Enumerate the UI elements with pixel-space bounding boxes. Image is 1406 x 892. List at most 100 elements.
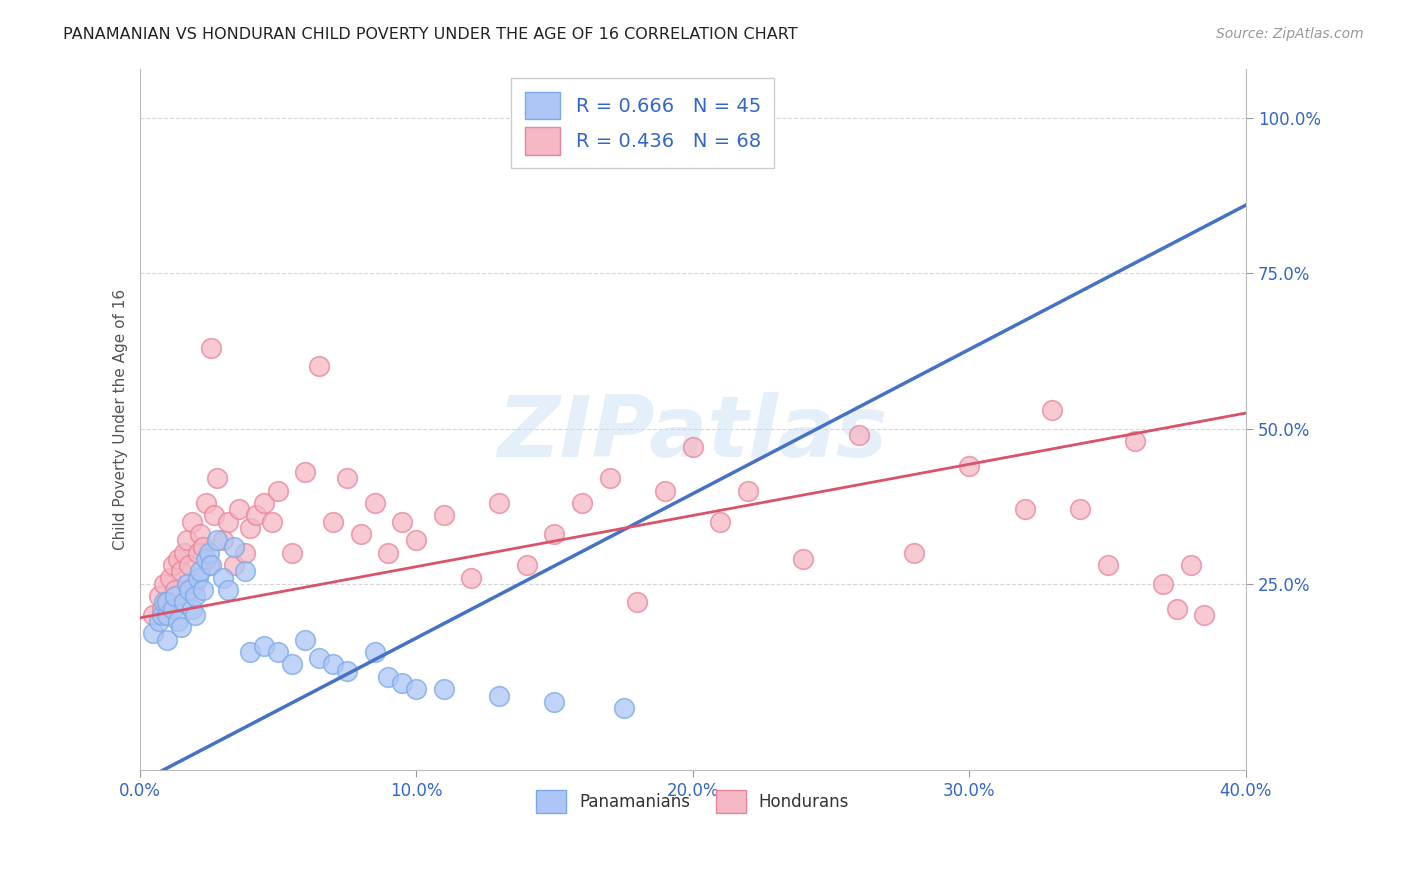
Point [1097,558,1119,573]
Point [179,582,201,597]
Point [170,620,193,634]
Point [165,589,187,603]
Point [191,582,214,597]
Legend: Panamanians, Hondurans: Panamanians, Hondurans [524,778,860,825]
Point [599,471,621,485]
Point [173,595,195,609]
Point [217,515,239,529]
Point [308,651,330,665]
Point [1040,403,1063,417]
Point [405,682,427,697]
Point [377,670,399,684]
Point [205,471,228,485]
Point [308,359,330,374]
Point [267,645,290,659]
Point [239,521,262,535]
Point [957,458,980,473]
Point [571,496,593,510]
Point [848,427,870,442]
Point [217,582,239,597]
Point [433,508,456,523]
Point [245,508,267,523]
Point [1152,576,1174,591]
Point [391,676,413,690]
Point [280,657,302,672]
Point [142,626,165,640]
Point [200,341,222,355]
Point [162,558,184,573]
Point [460,570,482,584]
Point [322,515,344,529]
Point [626,595,648,609]
Point [239,645,262,659]
Point [205,533,228,548]
Point [148,614,170,628]
Point [1014,502,1036,516]
Y-axis label: Child Poverty Under the Age of 16: Child Poverty Under the Age of 16 [114,289,128,549]
Point [363,496,385,510]
Point [233,546,256,560]
Point [654,483,676,498]
Point [173,546,195,560]
Point [197,558,219,573]
Point [737,483,759,498]
Point [336,471,359,485]
Point [543,695,565,709]
Point [903,546,925,560]
Point [1123,434,1146,448]
Point [194,552,217,566]
Point [322,657,344,672]
Point [668,142,690,156]
Point [211,570,233,584]
Point [184,607,207,622]
Text: PANAMANIAN VS HONDURAN CHILD POVERTY UNDER THE AGE OF 16 CORRELATION CHART: PANAMANIAN VS HONDURAN CHILD POVERTY UND… [63,27,797,42]
Point [516,558,538,573]
Point [488,496,510,510]
Point [1194,607,1216,622]
Point [488,689,510,703]
Point [150,601,173,615]
Point [613,701,636,715]
Point [294,465,316,479]
Point [228,502,250,516]
Point [191,540,214,554]
Point [184,589,207,603]
Point [709,515,731,529]
Point [377,546,399,560]
Point [405,533,427,548]
Point [153,595,176,609]
Point [153,576,176,591]
Point [682,440,704,454]
Point [156,632,179,647]
Point [162,601,184,615]
Point [190,565,212,579]
Point [792,552,814,566]
Point [194,496,217,510]
Point [222,540,245,554]
Point [165,582,187,597]
Point [211,533,233,548]
Point [233,565,256,579]
Point [202,508,225,523]
Point [184,576,207,591]
Point [159,570,181,584]
Point [1180,558,1202,573]
Point [294,632,316,647]
Point [363,645,385,659]
Text: ZIPatlas: ZIPatlas [498,392,887,475]
Point [280,546,302,560]
Point [187,546,209,560]
Point [150,607,173,622]
Point [176,533,198,548]
Point [262,515,284,529]
Point [267,483,290,498]
Point [197,546,219,560]
Point [190,527,212,541]
Point [167,614,190,628]
Point [1069,502,1091,516]
Point [543,527,565,541]
Point [176,576,198,591]
Point [156,595,179,609]
Point [1166,601,1188,615]
Text: Source: ZipAtlas.com: Source: ZipAtlas.com [1216,27,1364,41]
